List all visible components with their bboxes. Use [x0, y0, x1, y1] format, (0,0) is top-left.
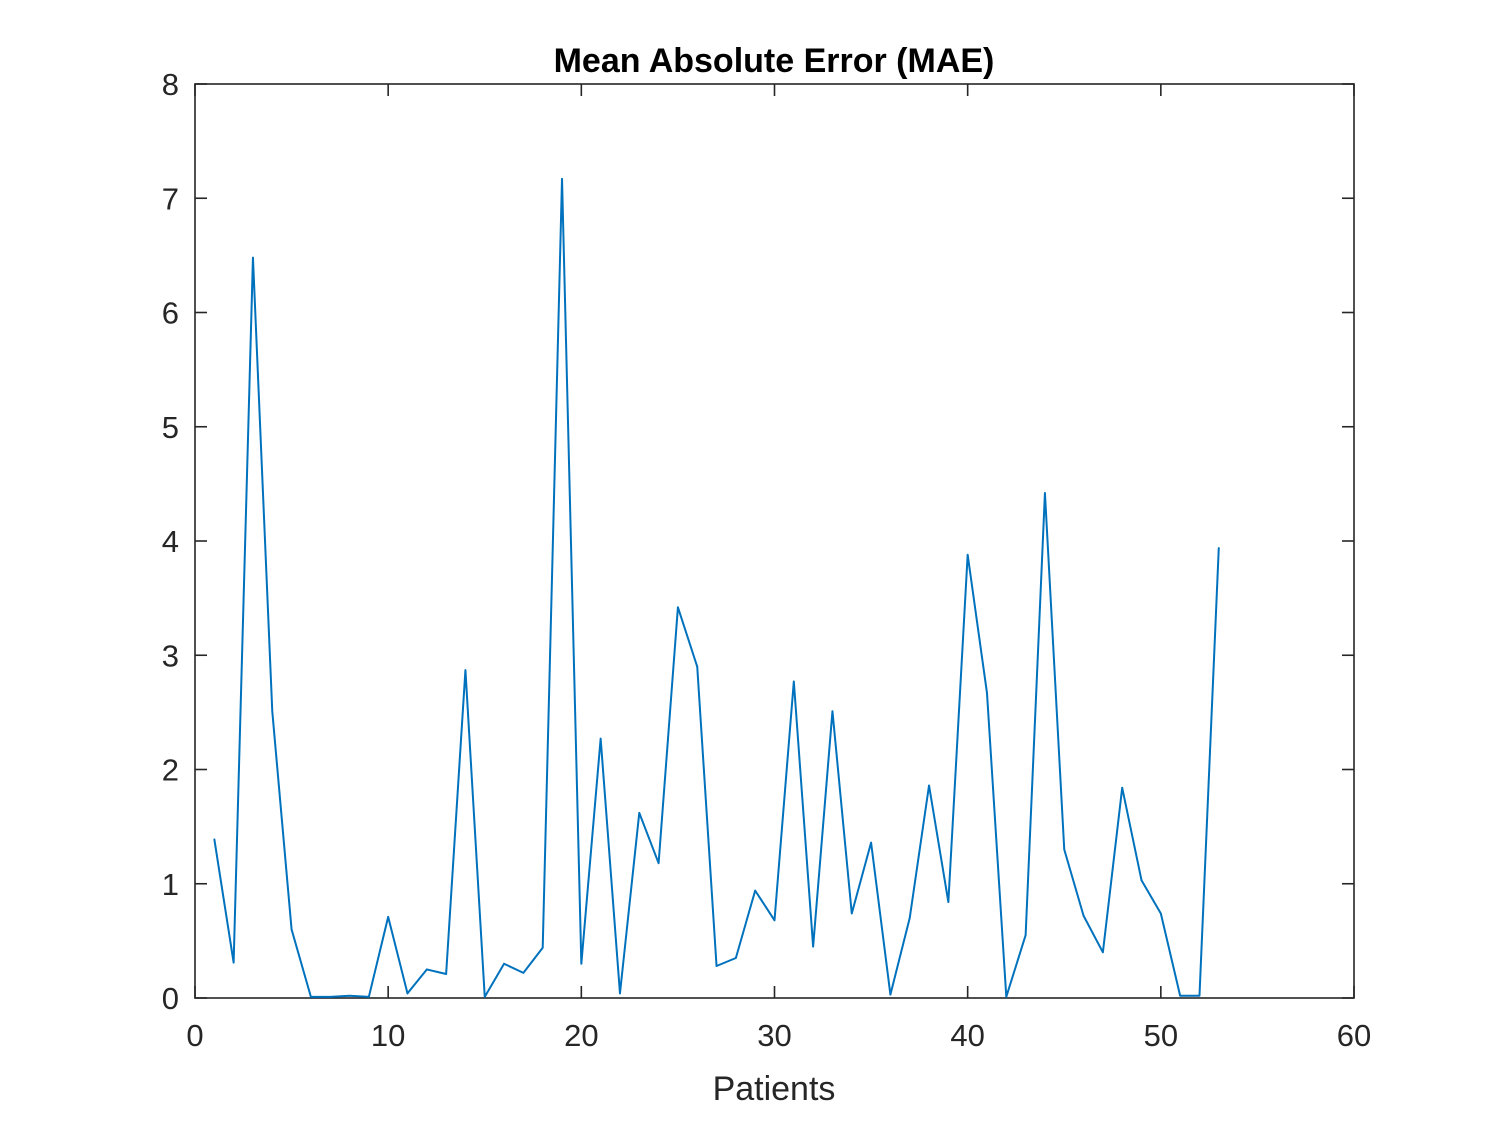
y-tick-label: 6: [162, 296, 179, 331]
mae-data-point: [696, 665, 699, 668]
mae-data-point: [1140, 879, 1143, 882]
y-tick-label: 0: [162, 981, 179, 1016]
mae-data-point: [348, 994, 351, 997]
mae-data-point: [1217, 547, 1220, 549]
axes-box: [194, 83, 1355, 999]
mae-data-point: [368, 996, 370, 998]
mae-data-point: [522, 972, 525, 974]
mae-data-point: [715, 965, 718, 967]
mae-data-point: [464, 669, 467, 671]
y-tick-label: 3: [162, 638, 179, 673]
mae-data-point: [773, 919, 776, 922]
y-tick-label: 2: [162, 753, 179, 788]
mae-data-point: [947, 901, 950, 903]
mae-data-point: [503, 962, 505, 965]
x-tick-label: 60: [1337, 1018, 1371, 1053]
x-tick-label: 20: [564, 1018, 598, 1053]
mae-data-point: [580, 962, 583, 965]
mae-data-point: [387, 916, 389, 918]
mae-data-point: [1102, 951, 1104, 954]
mae-data-point: [735, 957, 737, 959]
mae-data-point: [1121, 786, 1123, 789]
mae-data-point: [426, 968, 428, 971]
mae-data-point: [677, 606, 679, 609]
mae-data-point: [232, 961, 235, 964]
mae-data-point: [986, 692, 988, 694]
mae-data-point: [754, 889, 756, 892]
x-tick-label: 10: [371, 1018, 405, 1053]
mae-data-point: [1005, 996, 1008, 998]
plot-area: 0 10 20 30 40 50 60 0 1 2 3 4 5 6 7 8: [162, 67, 1371, 1053]
mae-data-point: [870, 841, 872, 844]
mae-data-point: [638, 812, 641, 814]
mae-data-point: [1198, 994, 1201, 997]
mae-data-point: [541, 946, 544, 949]
y-tick-label: 5: [162, 410, 179, 445]
mae-data-point: [290, 928, 293, 931]
mae-data-point: [1160, 912, 1162, 915]
mae-data-point: [1179, 994, 1181, 997]
mae-data-point: [908, 917, 911, 919]
x-tick-label: 50: [1144, 1018, 1178, 1053]
mae-data-point: [406, 992, 409, 995]
mae-data-point: [966, 553, 969, 556]
x-tick-label: 0: [186, 1018, 203, 1053]
mae-data-point: [1082, 914, 1085, 917]
mae-data-point: [831, 710, 834, 713]
y-tick-label: 4: [162, 524, 179, 559]
mae-data-point: [850, 912, 853, 915]
mae-data-point: [445, 973, 447, 975]
x-tick-label: 30: [757, 1018, 791, 1053]
mae-data-point: [1044, 492, 1046, 494]
chart-title: Mean Absolute Error (MAE): [554, 42, 995, 80]
mae-data-point: [271, 710, 274, 713]
y-tick-label: 1: [162, 867, 179, 902]
mae-data-point: [812, 945, 814, 948]
y-tick-label: 7: [162, 181, 179, 216]
mae-data-point: [329, 996, 332, 998]
mae-data-point: [793, 680, 795, 683]
mae-data-point: [619, 992, 621, 995]
mae-data-point: [599, 737, 602, 740]
y-tick-label: 8: [162, 67, 179, 102]
mae-data-point: [889, 993, 892, 996]
mae-data-point: [1063, 848, 1066, 851]
mae-data-point: [561, 178, 563, 180]
mae-data-point: [1024, 934, 1027, 936]
x-tick-label: 40: [950, 1018, 984, 1053]
mae-data-point: [657, 862, 660, 864]
mae-series-line: [213, 177, 1220, 998]
mae-data-point: [252, 256, 254, 259]
mae-data-point: [213, 838, 216, 840]
mae-data-point: [928, 784, 930, 787]
x-axis-label: Patients: [713, 1070, 836, 1108]
mae-data-point: [310, 996, 312, 998]
mae-data-point: [483, 996, 486, 998]
